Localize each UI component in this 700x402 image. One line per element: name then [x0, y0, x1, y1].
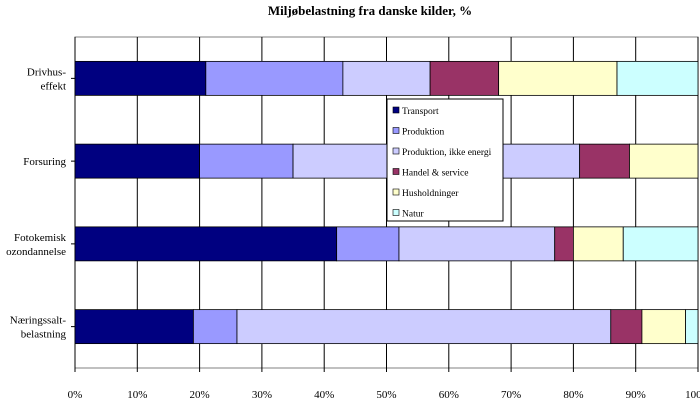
bar-segment — [616, 60, 699, 96]
x-tick-label: 40% — [314, 389, 334, 401]
bar-segment — [498, 60, 618, 96]
x-tick-label: 90% — [626, 389, 646, 401]
legend-label: Handel & service — [402, 169, 468, 179]
bar-segment — [610, 309, 643, 345]
category-labels: Drivhus-effekt Forsuring Fotokemisk ozondan… — [6, 66, 75, 341]
bar-segment — [336, 226, 400, 262]
x-tick-label: 10% — [127, 389, 147, 401]
category-label: Drivhus- — [27, 66, 66, 78]
bar-segment — [342, 60, 431, 96]
legend-label: Husholdninger — [402, 189, 459, 199]
legend-label: Transport — [402, 107, 439, 117]
bar-segment — [685, 309, 699, 345]
chart-title: Miljøbelastning fra danske kilder, % — [268, 3, 472, 18]
plot-area — [74, 36, 699, 369]
bar-segment — [236, 309, 612, 345]
legend-label: Produktion, ikke energi — [402, 148, 492, 158]
legend-swatch — [392, 188, 400, 196]
x-axis-ticks: 0% 10% 20% 30% 40% 50% 60% 70% 80% 90% 100% — [68, 368, 700, 401]
x-tick-label: 20% — [190, 389, 210, 401]
bar-segment — [429, 60, 500, 96]
x-tick-label: 30% — [252, 389, 272, 401]
legend: Transport Produktion Produktion, ikke ener… — [386, 98, 504, 222]
legend-swatch — [392, 209, 400, 216]
x-tick-label: 100% — [685, 389, 700, 401]
bar-segment — [205, 60, 344, 96]
legend-swatch — [392, 168, 400, 175]
bar-segment — [398, 226, 556, 262]
legend-box — [386, 98, 504, 222]
bar-segment — [74, 309, 194, 345]
bar-segment — [74, 143, 200, 179]
category-label: Forsuring — [23, 156, 66, 168]
bar-segment — [554, 226, 574, 262]
bar-segment — [199, 143, 294, 179]
x-tick-label: 80% — [563, 389, 583, 401]
category-label: Fotokemisk — [14, 232, 66, 244]
legend-label: Natur — [402, 210, 424, 220]
x-tick-label: 70% — [501, 389, 521, 401]
category-label: ozondannelse — [6, 246, 66, 258]
bar-segment — [192, 309, 238, 345]
x-tick-label: 50% — [376, 389, 396, 401]
category-label: Næringssalt- — [10, 315, 67, 327]
category-label: effekt — [41, 80, 66, 92]
bar-segment — [629, 143, 699, 179]
x-tick-label: 0% — [68, 389, 83, 401]
category-label: belastning — [21, 329, 67, 341]
bar-segment — [579, 143, 630, 179]
bar-segment — [622, 226, 699, 262]
bar-segment — [74, 226, 338, 262]
legend-label: Produktion — [402, 128, 444, 138]
bar-segment — [573, 226, 624, 262]
bar-segment — [74, 60, 207, 96]
x-tick-label: 60% — [439, 389, 459, 401]
legend-swatch — [392, 147, 400, 155]
legend-swatch — [392, 106, 400, 114]
bar-segment — [641, 309, 686, 345]
legend-swatch — [392, 127, 400, 134]
